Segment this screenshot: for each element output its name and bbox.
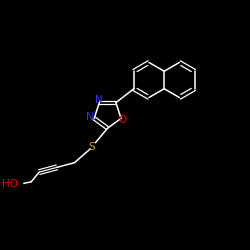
Text: HO: HO — [2, 179, 18, 189]
Text: N: N — [95, 95, 102, 105]
Text: S: S — [89, 142, 95, 152]
Text: N: N — [86, 112, 94, 122]
Text: O: O — [118, 115, 126, 125]
